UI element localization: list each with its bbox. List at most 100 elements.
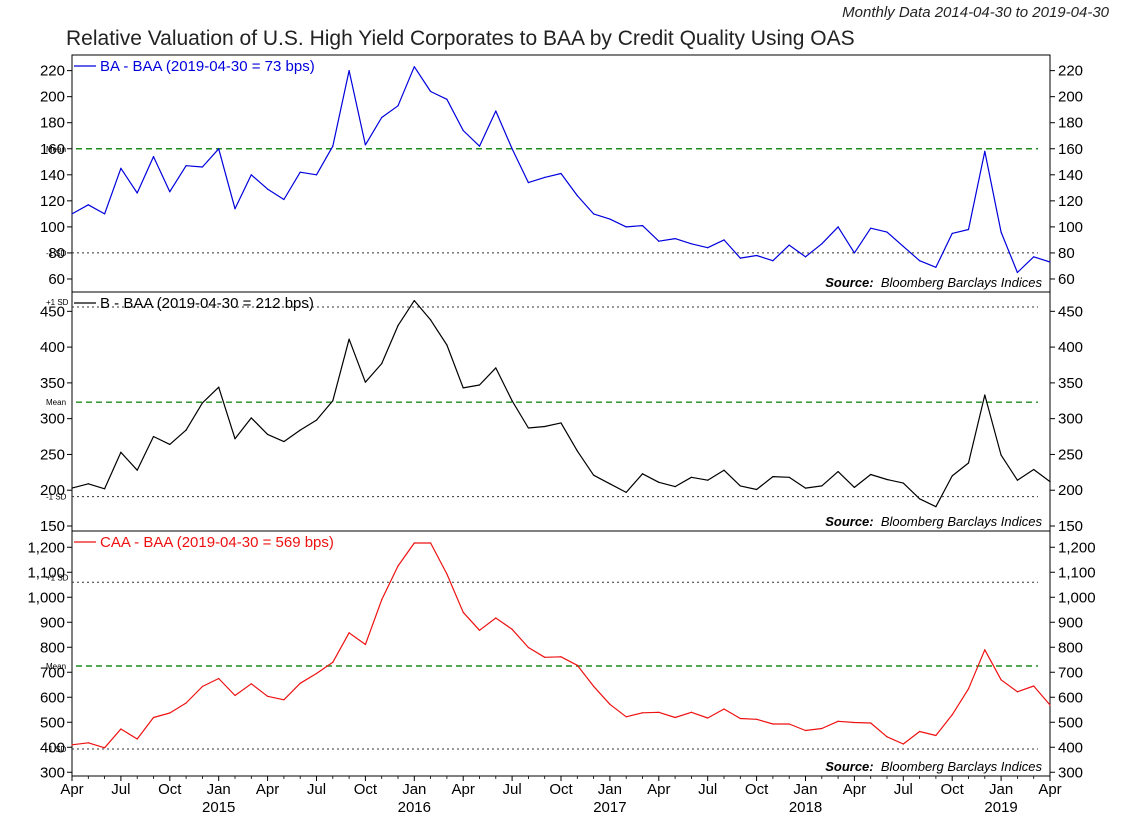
y-tick-label-right: 400 — [1058, 339, 1083, 356]
y-tick-label-left: 140 — [40, 167, 65, 184]
x-year-label: 2016 — [398, 799, 431, 816]
data-point — [381, 599, 383, 601]
data-point — [1049, 261, 1051, 263]
data-point — [886, 231, 888, 233]
data-point — [527, 646, 530, 649]
data-point — [886, 736, 888, 738]
data-point — [250, 683, 252, 685]
data-point — [267, 695, 269, 697]
y-tick-label-left: 700 — [40, 664, 65, 681]
data-point — [218, 148, 220, 150]
data-point — [462, 129, 464, 132]
y-tick-label-left: 60 — [48, 271, 65, 288]
data-point — [71, 744, 73, 746]
data-point — [690, 476, 693, 478]
data-point — [658, 711, 660, 713]
source-label: Source: — [825, 759, 873, 774]
source-note: Source: Bloomberg Barclays Indices — [825, 514, 1042, 529]
data-point — [935, 734, 937, 737]
data-point — [919, 260, 921, 262]
data-point — [1016, 479, 1019, 481]
data-point — [967, 462, 970, 464]
data-point — [430, 90, 432, 93]
x-tick-label: Jul — [111, 781, 130, 798]
minus-1sd-label: -1 SD — [46, 249, 67, 258]
y-tick-label-left: 250 — [40, 446, 65, 463]
x-tick-label: Jan — [402, 781, 426, 798]
data-point — [902, 743, 904, 745]
plus-1sd-label: +1 SD — [46, 298, 69, 307]
data-point — [218, 677, 220, 680]
data-point — [609, 218, 611, 220]
data-point — [544, 176, 546, 179]
chart-title: Relative Valuation of U.S. High Yield Co… — [66, 27, 855, 50]
data-point — [853, 252, 856, 254]
data-point — [1016, 271, 1019, 274]
data-point — [935, 506, 937, 508]
data-point — [788, 723, 790, 725]
source-note: Source: Bloomberg Barclays Indices — [825, 759, 1042, 774]
x-tick-label: Oct — [745, 781, 769, 798]
data-point — [87, 742, 89, 744]
data-point — [397, 565, 399, 567]
data-point — [283, 699, 285, 701]
data-point — [674, 486, 676, 488]
data-point — [104, 747, 106, 749]
y-tick-label-left: 300 — [40, 764, 65, 781]
x-year-label: 2017 — [593, 799, 626, 816]
plus-1sd-label: +1 SD — [46, 573, 69, 582]
x-tick-label: Jul — [894, 781, 913, 798]
x-tick-label: Oct — [549, 781, 573, 798]
data-point — [544, 425, 546, 428]
data-point — [315, 419, 318, 421]
data-point — [397, 105, 399, 107]
data-point — [381, 116, 383, 119]
data-point — [641, 712, 644, 714]
data-point — [984, 649, 986, 651]
y-tick-label-left: 800 — [40, 639, 65, 656]
data-point — [804, 487, 807, 489]
minus-1sd-label: -1 SD — [46, 745, 67, 754]
data-point — [527, 427, 530, 429]
source-text: Bloomberg Barclays Indices — [881, 275, 1043, 290]
data-point — [169, 712, 171, 714]
data-point — [837, 226, 839, 228]
x-tick-label: Jul — [307, 781, 326, 798]
data-point — [364, 381, 366, 383]
data-point — [1000, 679, 1002, 681]
data-point — [315, 672, 318, 675]
data-point — [723, 469, 725, 471]
data-point — [560, 172, 562, 175]
data-point — [478, 384, 481, 386]
source-spacer — [874, 275, 881, 290]
data-point — [870, 722, 872, 724]
data-point — [315, 174, 318, 176]
data-point — [234, 694, 236, 697]
data-point — [446, 98, 448, 100]
data-point — [625, 716, 627, 718]
panel-frame — [71, 291, 1051, 532]
data-point — [1049, 481, 1051, 483]
data-point — [788, 244, 790, 246]
y-tick-label-left: 160 — [40, 141, 65, 158]
data-point — [478, 145, 481, 147]
x-axis: Apr Jul Oct Jan Apr Jul Oct Jan Apr Jul Oct Jan Apr J… — [60, 776, 1062, 816]
data-point — [136, 738, 138, 740]
data-point — [576, 664, 578, 666]
data-point — [71, 213, 73, 215]
data-point — [837, 471, 839, 473]
y-tick-label-left: 80 — [48, 245, 65, 262]
data-point — [674, 716, 676, 719]
y-tick-label-right: 350 — [1058, 375, 1083, 392]
data-point — [674, 238, 676, 240]
y-tick-label-right: 900 — [1058, 614, 1083, 631]
y-tick-label-right: 120 — [1058, 193, 1083, 210]
legend-label: CAA - BAA (2019-04-30 = 569 bps) — [100, 534, 334, 551]
data-point — [152, 435, 155, 438]
y-tick-label-left: 900 — [40, 614, 65, 631]
data-point — [430, 542, 432, 544]
source-note: Source: Bloomberg Barclays Indices — [825, 275, 1042, 290]
data-point — [413, 66, 415, 68]
data-point — [201, 402, 203, 404]
data-point — [397, 325, 399, 327]
